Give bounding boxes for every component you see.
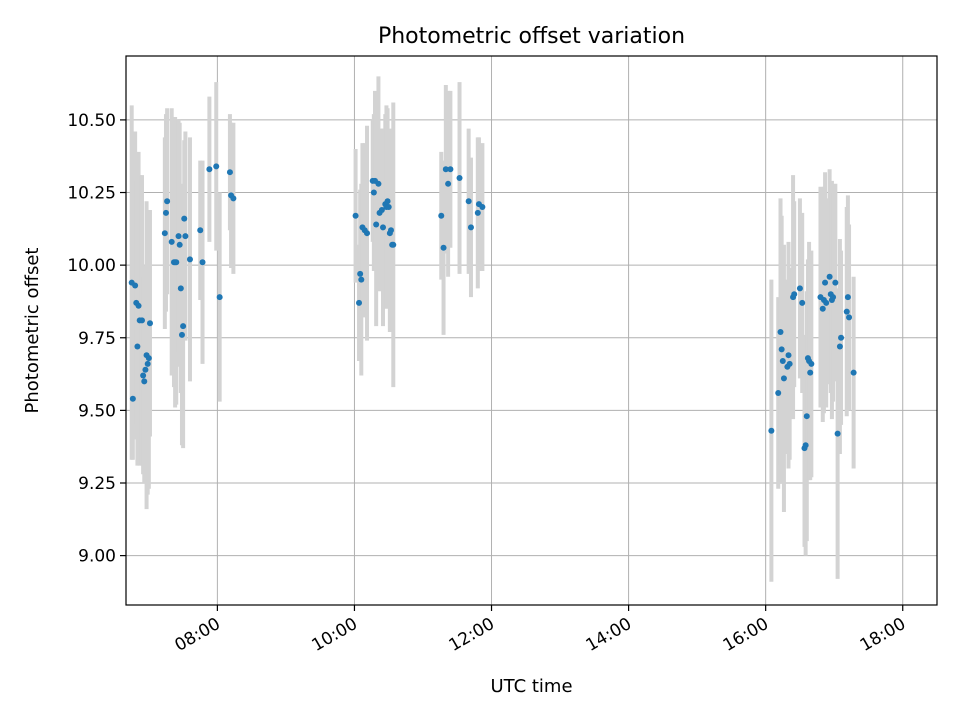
data-point (791, 291, 798, 298)
chart-title: Photometric offset variation (378, 24, 685, 49)
data-point (356, 299, 363, 306)
data-point (780, 375, 787, 382)
y-tick-label: 10.50 (67, 111, 116, 131)
data-point (213, 163, 220, 170)
data-point (768, 427, 775, 434)
data-point (438, 212, 445, 219)
data-point (390, 241, 397, 248)
data-point (445, 180, 452, 187)
data-point (216, 294, 223, 301)
y-axis: 9.00 9.25 9.50 9.75 10.00 10.25 10.50 (67, 111, 126, 567)
data-point (844, 294, 851, 301)
data-point (456, 175, 463, 181)
data-point (357, 270, 364, 277)
data-points (128, 163, 857, 452)
data-point (447, 166, 454, 173)
data-point (474, 209, 481, 216)
data-point (807, 369, 814, 376)
data-point (822, 279, 829, 286)
data-point (164, 198, 171, 205)
data-point (180, 323, 187, 330)
data-point (144, 360, 151, 367)
data-point (138, 317, 145, 324)
data-point (440, 244, 447, 251)
data-point (181, 215, 188, 222)
data-point (779, 358, 786, 364)
y-tick-label: 10.00 (67, 256, 116, 276)
data-point (796, 285, 803, 292)
data-point (370, 189, 377, 196)
data-point (479, 204, 486, 211)
data-point (178, 331, 185, 338)
data-point (850, 369, 857, 376)
data-point (836, 343, 843, 350)
data-point (230, 195, 237, 202)
data-point (132, 282, 139, 289)
data-point (385, 204, 392, 211)
data-point (838, 334, 845, 341)
data-point (197, 227, 204, 234)
y-tick-label: 9.50 (78, 401, 116, 421)
data-point (182, 233, 189, 240)
data-point (778, 346, 785, 353)
data-point (786, 360, 793, 367)
data-point (777, 328, 784, 335)
data-point (173, 259, 180, 266)
y-tick-label: 9.25 (78, 474, 116, 494)
data-point (799, 299, 806, 306)
y-tick-label: 9.75 (78, 329, 116, 349)
data-point (375, 180, 382, 187)
data-point (775, 389, 782, 396)
data-point (176, 241, 183, 248)
data-point (226, 169, 233, 176)
data-point (373, 221, 380, 228)
y-tick-label: 9.00 (78, 547, 116, 567)
data-point (199, 259, 206, 266)
data-point (206, 166, 213, 173)
data-point (161, 230, 168, 237)
data-point (830, 294, 837, 301)
data-point (467, 224, 474, 231)
x-axis-label: UTC time (490, 676, 572, 697)
data-point (384, 198, 391, 205)
data-point (145, 355, 152, 362)
data-point (834, 430, 841, 437)
y-axis-label: Photometric offset (22, 248, 43, 414)
data-point (832, 279, 839, 286)
data-point (803, 413, 810, 420)
data-point (135, 302, 142, 309)
data-point (785, 352, 792, 359)
data-point (177, 285, 184, 292)
data-point (465, 198, 472, 205)
data-point (146, 320, 153, 327)
data-point (380, 224, 387, 231)
data-point (378, 206, 385, 213)
data-point (846, 314, 853, 321)
data-point (364, 230, 371, 237)
data-point (129, 395, 136, 402)
data-point (142, 366, 149, 373)
data-point (819, 305, 826, 312)
data-point (802, 442, 809, 449)
data-point (186, 256, 193, 263)
data-point (175, 233, 182, 240)
plot-frame (125, 55, 938, 606)
data-point (168, 238, 175, 245)
data-point (843, 308, 850, 315)
data-point (358, 276, 365, 283)
data-point (162, 209, 169, 216)
data-point (442, 166, 449, 173)
y-tick-label: 10.25 (67, 184, 116, 204)
data-point (826, 273, 833, 280)
data-point (388, 227, 395, 234)
data-point (134, 343, 141, 350)
data-point (823, 299, 830, 306)
data-point (808, 360, 815, 367)
data-point (141, 378, 148, 385)
data-point (352, 212, 359, 219)
data-point (140, 372, 147, 379)
